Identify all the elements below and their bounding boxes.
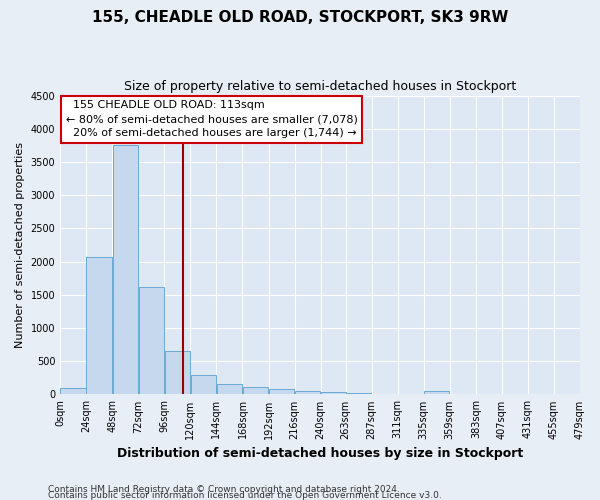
Bar bbox=[295, 391, 320, 394]
Bar bbox=[86, 256, 112, 394]
Bar bbox=[346, 393, 371, 394]
Bar bbox=[321, 392, 346, 394]
Text: 155 CHEADLE OLD ROAD: 113sqm
← 80% of semi-detached houses are smaller (7,078)
 : 155 CHEADLE OLD ROAD: 113sqm ← 80% of se… bbox=[65, 100, 358, 138]
Text: Contains HM Land Registry data © Crown copyright and database right 2024.: Contains HM Land Registry data © Crown c… bbox=[48, 484, 400, 494]
Text: 155, CHEADLE OLD ROAD, STOCKPORT, SK3 9RW: 155, CHEADLE OLD ROAD, STOCKPORT, SK3 9R… bbox=[92, 10, 508, 25]
Bar bbox=[139, 286, 164, 395]
Bar bbox=[269, 389, 295, 394]
Text: Contains public sector information licensed under the Open Government Licence v3: Contains public sector information licen… bbox=[48, 491, 442, 500]
Y-axis label: Number of semi-detached properties: Number of semi-detached properties bbox=[15, 142, 25, 348]
X-axis label: Distribution of semi-detached houses by size in Stockport: Distribution of semi-detached houses by … bbox=[117, 447, 523, 460]
Bar bbox=[424, 391, 449, 394]
Title: Size of property relative to semi-detached houses in Stockport: Size of property relative to semi-detach… bbox=[124, 80, 516, 93]
Bar bbox=[113, 146, 138, 394]
Bar bbox=[61, 388, 86, 394]
Bar bbox=[164, 352, 190, 395]
Bar bbox=[191, 374, 216, 394]
Bar bbox=[217, 384, 242, 394]
Bar bbox=[243, 387, 268, 394]
